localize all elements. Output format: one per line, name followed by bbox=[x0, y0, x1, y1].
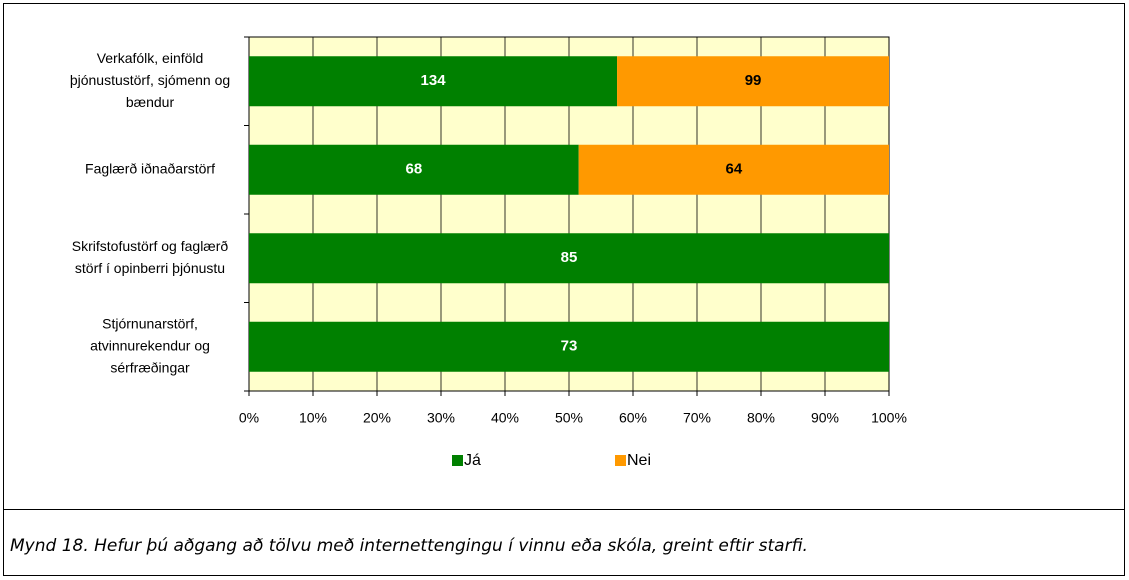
bar bbox=[578, 144, 889, 195]
bar bbox=[617, 56, 889, 107]
y-tick-label: atvinnurekendur og bbox=[90, 337, 210, 353]
data-label: 85 bbox=[561, 249, 578, 266]
y-tick-label: Verkafólk, einföld bbox=[97, 50, 204, 66]
x-tick-label: 50% bbox=[555, 410, 583, 426]
legend-label: Já bbox=[464, 452, 481, 469]
x-tick-label: 0% bbox=[239, 410, 259, 426]
y-tick-label: störf í opinberri þjónustu bbox=[75, 260, 225, 276]
x-tick-label: 80% bbox=[747, 410, 775, 426]
x-tick-label: 40% bbox=[491, 410, 519, 426]
caption: Mynd 18. Hefur þú aðgang að tölvu með in… bbox=[10, 536, 808, 556]
x-tick-label: 30% bbox=[427, 410, 455, 426]
x-tick-label: 100% bbox=[871, 410, 907, 426]
y-tick-label: Skrifstofustörf og faglærð bbox=[72, 238, 229, 254]
x-tick-label: 60% bbox=[619, 410, 647, 426]
x-tick-label: 90% bbox=[811, 410, 839, 426]
y-tick-label: þjónustustörf, sjómenn og bbox=[70, 72, 230, 88]
x-tick-label: 10% bbox=[299, 410, 327, 426]
data-label: 134 bbox=[421, 72, 447, 89]
data-label: 99 bbox=[745, 72, 762, 89]
x-tick-label: 20% bbox=[363, 410, 391, 426]
data-label: 73 bbox=[561, 338, 578, 355]
bar bbox=[249, 144, 579, 195]
y-tick-label: sérfræðingar bbox=[110, 359, 190, 375]
legend-label: Nei bbox=[627, 452, 651, 469]
legend-swatch bbox=[452, 455, 463, 466]
y-tick-label: Faglærð iðnaðarstörf bbox=[85, 160, 215, 176]
y-tick-label: bændur bbox=[126, 94, 175, 110]
bar bbox=[249, 233, 889, 284]
data-label: 64 bbox=[726, 161, 743, 178]
y-tick-label: Stjórnunarstörf, bbox=[102, 315, 198, 331]
bar bbox=[249, 56, 618, 107]
bar bbox=[249, 321, 889, 372]
legend-swatch bbox=[615, 455, 626, 466]
data-label: 68 bbox=[406, 161, 423, 178]
caption-frame bbox=[3, 509, 1125, 576]
x-tick-label: 70% bbox=[683, 410, 711, 426]
